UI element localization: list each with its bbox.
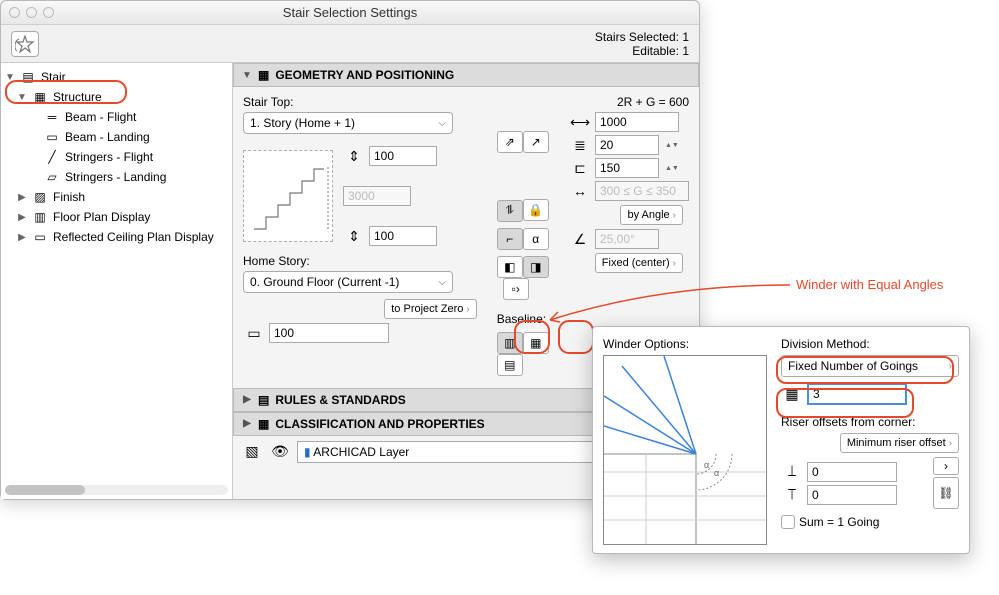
arrow-icon: ⇕ <box>343 228 365 245</box>
link-chain-icon[interactable]: ⛓ <box>933 477 959 509</box>
favorites-button[interactable] <box>11 31 39 57</box>
width-icon: ⟷ <box>569 114 591 131</box>
highlight-winder-type <box>514 320 550 354</box>
winder-options-label: Winder Options: <box>603 337 771 351</box>
winder-equal-angles[interactable]: ◨ <box>523 256 549 278</box>
turn-type-a[interactable]: ⌐ <box>497 228 523 250</box>
layer-icon: ▧ <box>241 443 263 460</box>
finish-icon: ▨ <box>31 190 49 204</box>
class-icon: ▦ <box>258 417 269 431</box>
home-story-select[interactable]: 0. Ground Floor (Current -1)⌵ <box>243 271 453 293</box>
beam-icon: ═ <box>43 110 61 124</box>
svg-text:α: α <box>704 460 709 470</box>
turn-angle[interactable]: α <box>523 228 549 250</box>
going-icon: ⊏ <box>569 160 591 177</box>
sidebar: ▼▤ Stair ▼▦ Structure ═ Beam - Flight ▭ … <box>1 63 233 499</box>
sidebar-item-stringers-landing[interactable]: ▱ Stringers - Landing <box>1 167 232 187</box>
panel-title: CLASSIFICATION AND PROPERTIES <box>275 417 484 431</box>
risers-input[interactable] <box>595 135 659 155</box>
lock-toggle[interactable]: ⥮ <box>497 200 523 222</box>
rcp-icon: ▭ <box>31 230 49 244</box>
highlight-division <box>776 356 954 384</box>
window-title: Stair Selection Settings <box>1 5 699 20</box>
fixed-center-button[interactable]: Fixed (center) › <box>595 253 683 273</box>
stair-top-select[interactable]: 1. Story (Home + 1)⌵ <box>243 112 453 134</box>
width-input[interactable] <box>595 112 679 132</box>
stringer-icon: ▱ <box>43 170 61 184</box>
sidebar-label: Finish <box>53 190 85 204</box>
offset-b-icon: ⟙ <box>781 486 803 503</box>
floorplan-icon: ▥ <box>31 210 49 224</box>
sidebar-label: Stringers - Flight <box>65 150 153 164</box>
rules-icon: ▤ <box>258 393 269 407</box>
flight-type-a[interactable]: ⇗ <box>497 131 523 153</box>
range-display: 300 ≤ G ≤ 350 <box>595 181 689 201</box>
offset-a-input[interactable] <box>807 462 897 482</box>
stair-top-label: Stair Top: <box>243 95 489 109</box>
riser-icon: ≣ <box>569 137 591 154</box>
sidebar-item-finish[interactable]: ▶▨ Finish <box>1 187 232 207</box>
winder-diagram: α α <box>603 355 767 545</box>
geometry-icon: ▦ <box>258 68 269 82</box>
eye-icon[interactable]: 👁 <box>269 443 291 460</box>
angle-icon: ∠ <box>569 231 591 248</box>
highlight-winder-options <box>558 320 594 354</box>
sum-checkbox[interactable] <box>781 515 795 529</box>
selection-info: Stairs Selected: 1 Editable: 1 <box>595 30 689 58</box>
stringer-icon: ╱ <box>43 150 61 164</box>
angle-display: 25,00° <box>595 229 659 249</box>
beam-icon: ▭ <box>43 130 61 144</box>
arrow-icon: ⇕ <box>343 148 365 165</box>
panel-title: GEOMETRY AND POSITIONING <box>275 68 454 82</box>
min-riser-offset-button[interactable]: Minimum riser offset › <box>840 433 959 453</box>
sidebar-label: Stringers - Landing <box>65 170 166 184</box>
sidebar-item-beam-landing[interactable]: ▭ Beam - Landing <box>1 127 232 147</box>
geometry-header[interactable]: ▼▦ GEOMETRY AND POSITIONING <box>233 63 699 87</box>
titlebar: Stair Selection Settings <box>1 1 699 25</box>
toolbar: Stairs Selected: 1 Editable: 1 <box>1 25 699 63</box>
annotation-label: Winder with Equal Angles <box>796 277 943 292</box>
sidebar-item-floorplan[interactable]: ▶▥ Floor Plan Display <box>1 207 232 227</box>
home-story-label: Home Story: <box>243 254 489 268</box>
winder-type-1[interactable]: ◧ <box>497 256 523 278</box>
link-chevron[interactable]: › <box>933 457 959 475</box>
baseline-c[interactable]: ▤ <box>497 354 523 376</box>
division-method-label: Division Method: <box>781 337 959 351</box>
bottom-offset-input[interactable] <box>369 226 437 246</box>
to-project-zero-button[interactable]: to Project Zero › <box>384 299 476 319</box>
going-input[interactable] <box>595 158 659 178</box>
sidebar-item-rcp[interactable]: ▶▭ Reflected Ceiling Plan Display <box>1 227 232 247</box>
highlight-stair <box>5 80 127 104</box>
height-input <box>343 186 411 206</box>
sidebar-label: Beam - Landing <box>65 130 150 144</box>
sidebar-label: Reflected Ceiling Plan Display <box>53 230 214 244</box>
sidebar-scrollbar[interactable] <box>5 485 228 495</box>
project-zero-input[interactable] <box>269 323 389 343</box>
stair-diagram <box>243 150 333 242</box>
flight-type-b[interactable]: ↗ <box>523 131 549 153</box>
sum-label: Sum = 1 Going <box>799 515 879 529</box>
sidebar-item-beam-flight[interactable]: ═ Beam - Flight <box>1 107 232 127</box>
lock-icon[interactable]: 🔒 <box>523 199 549 221</box>
panel-title: RULES & STANDARDS <box>275 393 405 407</box>
winder-options-button[interactable]: ▫› <box>503 278 529 300</box>
top-offset-input[interactable] <box>369 146 437 166</box>
layer-select[interactable]: ▮ ARCHICAD Layer› <box>297 441 641 463</box>
star-icon <box>15 35 35 53</box>
sidebar-label: Beam - Flight <box>65 110 136 124</box>
sidebar-label: Floor Plan Display <box>53 210 150 224</box>
formula-label: 2R + G = 600 <box>569 95 689 109</box>
offset-a-icon: ⟘ <box>781 463 803 480</box>
sidebar-item-stringers-flight[interactable]: ╱ Stringers - Flight <box>1 147 232 167</box>
by-angle-button[interactable]: by Angle › <box>620 205 683 225</box>
offset-b-input[interactable] <box>807 485 897 505</box>
range-icon: ↔ <box>569 183 591 199</box>
svg-text:α: α <box>714 468 719 478</box>
highlight-goings <box>776 388 914 418</box>
